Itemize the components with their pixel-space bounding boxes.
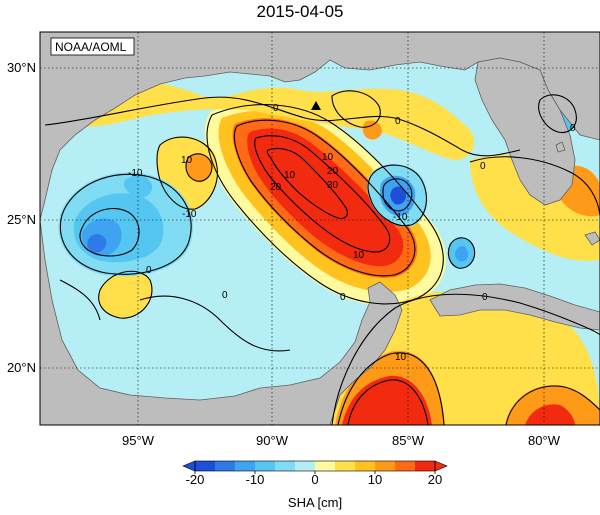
contour-label: 0 [395, 116, 401, 127]
colorbar-ticks: -20 -10 0 10 20 [186, 472, 443, 487]
contour-label: 10 [395, 352, 407, 363]
contour-label: 0 [570, 123, 576, 134]
lon-tick-label: 85°W [392, 433, 425, 448]
contour-label: 0 [222, 290, 228, 301]
plot-frame [39, 31, 600, 426]
lat-tick-label: 25°N [7, 212, 36, 227]
lat-tick-label: 30°N [7, 60, 36, 75]
contour-label: 0 [482, 292, 488, 303]
contour-label: 30 [327, 180, 339, 191]
contour-zero-north [44, 96, 521, 157]
contour-label: 20 [270, 182, 282, 193]
colorbar-swatch [315, 461, 336, 471]
contour-west-eddy [59, 173, 192, 275]
land-cuba [429, 283, 600, 331]
lon-axis: 95°W 90°W 85°W 80°W [122, 433, 561, 448]
warm-anomaly-west [98, 271, 152, 319]
colorbar [182, 460, 448, 474]
colorbar-tick-label: 20 [428, 472, 442, 487]
contour-label: 0 [480, 161, 486, 172]
contour-loop-current-outer [206, 104, 444, 305]
contour-label: 20 [327, 166, 339, 177]
lat-axis: 30°N 25°N 20°N [7, 60, 36, 375]
station-marker-icon [311, 101, 321, 110]
contour-lines [44, 90, 600, 425]
contour-label: 10 [353, 250, 365, 261]
contour-label: -10 [393, 212, 408, 223]
lat-tick-label: 20°N [7, 360, 36, 375]
colorbar-swatch [395, 461, 416, 471]
graticule [40, 32, 600, 425]
colorbar-high-arrow [434, 460, 448, 472]
colorbar-swatch [235, 461, 256, 471]
colorbar-swatch [355, 461, 376, 471]
colorbar-swatch [215, 461, 236, 471]
map-panel: 0 10 20 30 10 20 -10 -10 10 -10 10 0 0 0… [40, 32, 600, 425]
lon-tick-label: 80°W [528, 433, 561, 448]
sha-anomaly-field [40, 77, 600, 425]
colorbar-label: SHA [cm] [288, 495, 342, 510]
colorbar-swatch [195, 461, 216, 471]
contour-labels: 0 10 20 30 10 20 -10 -10 10 -10 10 0 0 0… [128, 103, 576, 363]
contour-label: 0 [273, 103, 279, 114]
colorbar-tick-label: 10 [368, 472, 382, 487]
colorbar-swatch [275, 461, 296, 471]
contour-label: 10 [322, 152, 334, 163]
contour-label: 10 [284, 170, 296, 181]
contour-label: -10 [182, 209, 197, 220]
colorbar-tick-label: -10 [246, 472, 265, 487]
colorbar-tick-label: -20 [186, 472, 205, 487]
contour-label: 0 [146, 265, 152, 276]
credit-label: NOAA/AOML [55, 40, 127, 54]
map-title: 2015-04-05 [256, 2, 344, 21]
colorbar-low-arrow [182, 460, 196, 472]
colorbar-swatch [415, 461, 436, 471]
lon-tick-label: 90°W [256, 433, 289, 448]
land-mexico [40, 219, 403, 425]
contour-label: -10 [128, 168, 143, 179]
contour-label: 10 [181, 155, 193, 166]
colorbar-tick-label: 0 [311, 472, 318, 487]
lon-tick-label: 95°W [122, 433, 155, 448]
contour-label: 0 [340, 292, 346, 303]
credit-box [50, 37, 135, 56]
contour-caribbean [331, 293, 600, 425]
colorbar-swatch [255, 461, 276, 471]
colorbar-swatch [375, 461, 396, 471]
colorbar-swatch [335, 461, 356, 471]
colorbar-swatch [295, 461, 316, 471]
contour-central-eddy [367, 164, 427, 227]
